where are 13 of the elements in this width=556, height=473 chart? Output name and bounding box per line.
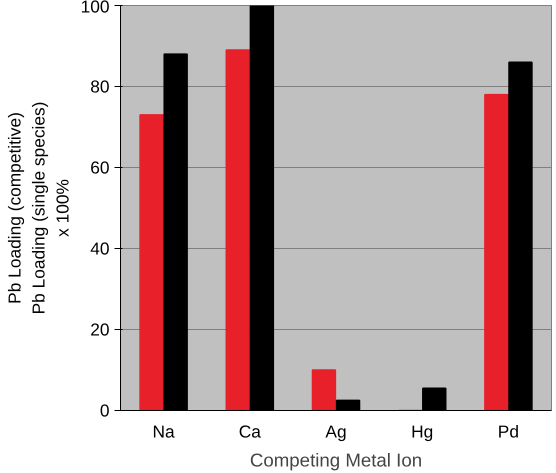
y-tick-label: 0 bbox=[100, 400, 110, 420]
y-tick-label: 20 bbox=[90, 320, 110, 340]
x-tick-label: Hg bbox=[411, 422, 434, 442]
y-tick-label: 40 bbox=[90, 238, 110, 258]
x-tick-label: Ca bbox=[238, 422, 262, 442]
x-tick-label: Pd bbox=[498, 422, 520, 442]
x-tick-label: Na bbox=[152, 422, 176, 442]
x-axis-title: Competing Metal Ion bbox=[250, 450, 422, 470]
y-tick-label: 80 bbox=[90, 76, 110, 96]
x-tick-label: Ag bbox=[325, 422, 347, 442]
y-tick-label: 60 bbox=[90, 158, 110, 178]
y-tick-label: 100 bbox=[80, 0, 110, 16]
y-axis-title: Pb Loading (competitive) Pb Loading (single species) x 100% bbox=[4, 102, 73, 314]
